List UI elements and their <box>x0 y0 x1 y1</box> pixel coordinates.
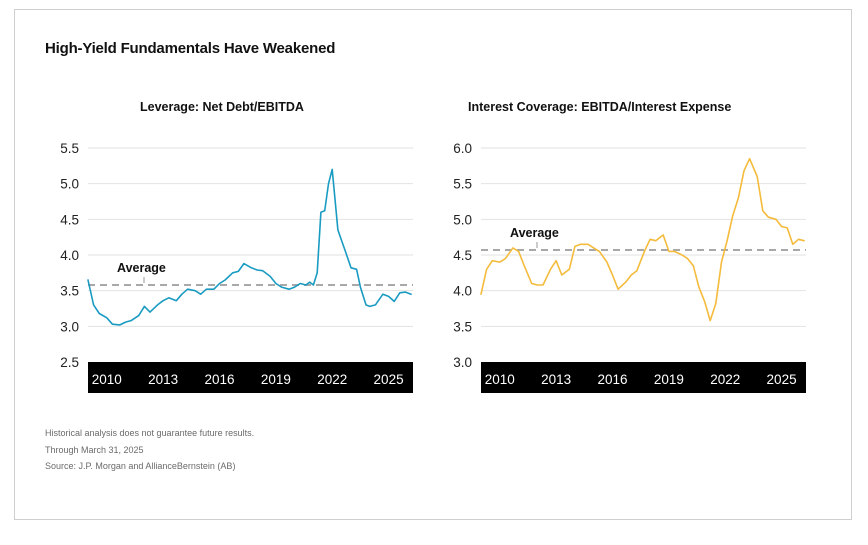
coverage-series-line <box>480 157 805 322</box>
coverage-y-tick-label: 6.0 <box>453 141 472 156</box>
leverage-y-tick-label: 4.5 <box>60 212 79 227</box>
leverage-chart-title: Leverage: Net Debt/EBITDA <box>140 100 304 114</box>
leverage-x-tick-label: 2025 <box>374 372 404 387</box>
coverage-y-tick-label: 3.0 <box>453 355 472 370</box>
coverage-x-tick-label: 2022 <box>710 372 740 387</box>
leverage-series-line <box>87 168 412 326</box>
figure-frame <box>14 9 852 520</box>
leverage-y-tick-label: 3.5 <box>60 284 79 299</box>
coverage-y-tick-label: 3.5 <box>453 319 472 334</box>
coverage-average-label: Average <box>510 226 559 240</box>
leverage-y-tick-label: 3.0 <box>60 319 79 334</box>
leverage-x-tick-label: 2019 <box>261 372 291 387</box>
coverage-x-tick-label: 2016 <box>597 372 627 387</box>
leverage-y-tick-label: 5.0 <box>60 177 79 192</box>
footnotes: Historical analysis does not guarantee f… <box>45 425 254 475</box>
leverage-chart: Leverage: Net Debt/EBITDA 5.5 5.0 4.5 4.0 3.5… <box>60 100 413 393</box>
figure-title: High-Yield Fundamentals Have Weakened <box>45 40 336 57</box>
leverage-y-tick-label: 5.5 <box>60 141 79 156</box>
footnote-date: Through March 31, 2025 <box>45 444 144 455</box>
coverage-x-tick-label: 2013 <box>541 372 571 387</box>
footnote-source: Source: J.P. Morgan and AllianceBernstei… <box>45 461 236 471</box>
coverage-y-tick-label: 5.5 <box>453 177 472 192</box>
coverage-y-tick-label: 4.0 <box>453 284 472 299</box>
coverage-x-tick-label: 2010 <box>485 372 515 387</box>
leverage-x-axis-band <box>88 362 413 393</box>
coverage-x-tick-label: 2019 <box>654 372 684 387</box>
coverage-y-tick-label: 4.5 <box>453 248 472 263</box>
leverage-y-tick-label: 2.5 <box>60 355 79 370</box>
coverage-y-tick-label: 5.0 <box>453 212 472 227</box>
coverage-chart: Interest Coverage: EBITDA/Interest Expen… <box>453 100 806 393</box>
coverage-x-tick-label: 2025 <box>767 372 797 387</box>
coverage-chart-title: Interest Coverage: EBITDA/Interest Expen… <box>468 100 731 114</box>
coverage-x-axis-band <box>481 362 806 393</box>
leverage-x-tick-label: 2022 <box>317 372 347 387</box>
leverage-x-tick-label: 2016 <box>204 372 234 387</box>
leverage-average-label: Average <box>117 261 166 275</box>
footnote-disclaimer: Historical analysis does not guarantee f… <box>45 428 255 438</box>
leverage-x-tick-label: 2010 <box>92 372 122 387</box>
leverage-y-tick-label: 4.0 <box>60 248 79 263</box>
leverage-x-tick-label: 2013 <box>148 372 178 387</box>
